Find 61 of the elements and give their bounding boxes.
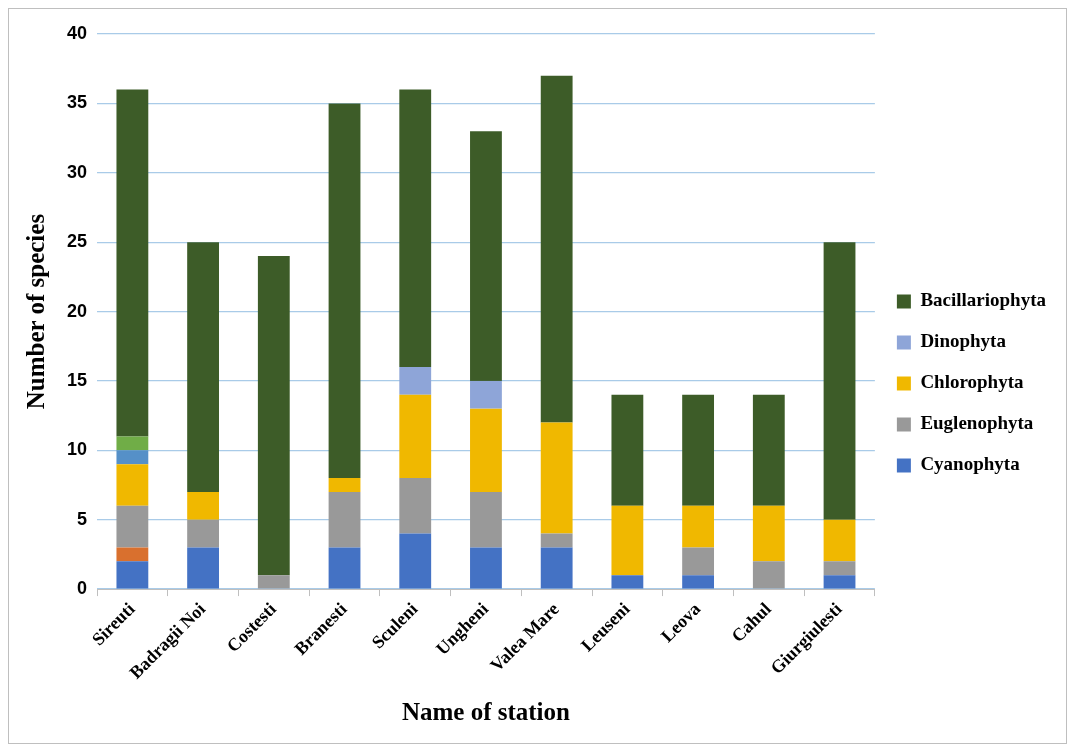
bar xyxy=(328,478,361,492)
y-tick-label: 20 xyxy=(66,300,88,321)
bar xyxy=(823,242,856,520)
bar xyxy=(611,505,644,576)
y-tick-label: 35 xyxy=(66,92,88,113)
bar xyxy=(116,561,149,589)
y-tick-label: 25 xyxy=(66,231,88,252)
bar xyxy=(611,575,644,589)
legend-label: Bacillariophyta xyxy=(920,289,1047,311)
bar xyxy=(682,394,715,506)
bar xyxy=(399,394,432,479)
bar xyxy=(540,422,573,534)
bar xyxy=(116,547,149,562)
legend-label: Dinophyta xyxy=(920,330,1007,352)
y-axis-title: Number of species xyxy=(22,213,50,410)
y-tick-label: 10 xyxy=(66,439,88,460)
y-tick-label: 5 xyxy=(77,508,88,529)
bar xyxy=(187,547,220,589)
bar xyxy=(752,561,785,589)
bar xyxy=(187,519,220,548)
x-axis-title: Name of station xyxy=(401,698,571,726)
bar xyxy=(399,533,432,589)
bar xyxy=(328,103,361,479)
legend-label: Chlorophyta xyxy=(920,371,1024,393)
bar xyxy=(470,380,502,409)
bar xyxy=(257,575,290,589)
bar xyxy=(116,464,149,506)
bar xyxy=(399,478,432,534)
bar xyxy=(823,519,856,562)
bar xyxy=(823,561,856,576)
bar xyxy=(611,394,644,506)
bar xyxy=(470,547,502,589)
bar xyxy=(399,89,432,368)
bar xyxy=(116,505,149,548)
bar xyxy=(328,547,361,589)
legend-label: Cyanophyta xyxy=(920,453,1021,475)
legend-label: Euglenophyta xyxy=(920,412,1034,434)
bar xyxy=(540,547,573,589)
bar xyxy=(470,408,502,492)
bar xyxy=(187,491,220,520)
bar xyxy=(328,491,361,548)
bar xyxy=(116,450,149,465)
bar xyxy=(752,505,785,562)
bar xyxy=(399,367,432,395)
bar xyxy=(470,491,502,548)
bar xyxy=(682,505,715,548)
bar xyxy=(682,547,715,576)
bar xyxy=(540,75,573,423)
bar xyxy=(682,575,715,589)
bar xyxy=(823,575,856,589)
bar xyxy=(752,394,785,506)
bar xyxy=(470,131,502,381)
y-tick-label: 30 xyxy=(66,161,88,182)
y-tick-label: 40 xyxy=(66,22,88,43)
bar xyxy=(116,436,149,451)
bar xyxy=(187,242,220,492)
bar xyxy=(116,89,149,437)
bar xyxy=(257,256,290,576)
y-tick-label: 0 xyxy=(77,578,88,599)
bar xyxy=(540,533,573,548)
y-tick-label: 15 xyxy=(66,369,88,390)
